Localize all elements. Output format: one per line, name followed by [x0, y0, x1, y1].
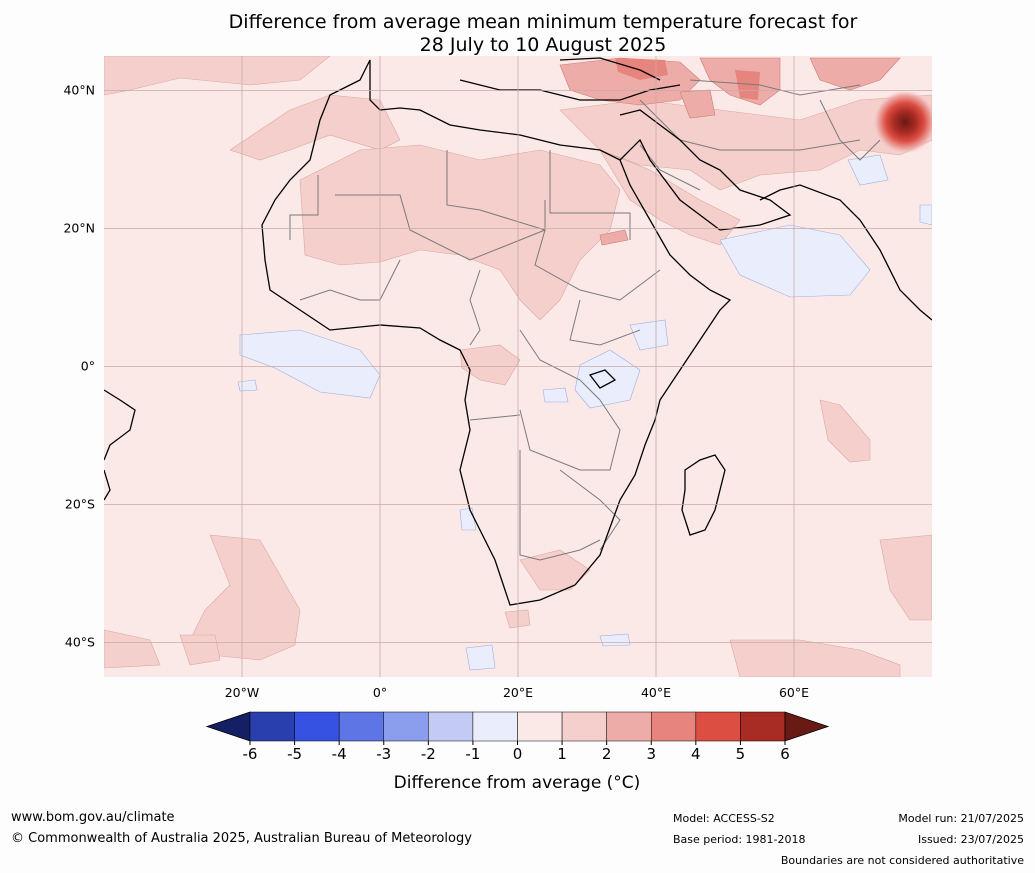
colorbar: -6 -5 -4 -3 -2 -1 0 1 2 3 4 5 6: [205, 711, 830, 763]
colorbar-segment: [383, 711, 429, 742]
colorbar-tick-label: -6: [243, 745, 258, 763]
latitude-labels: 40°N 20°N 0° 20°S 40°S: [63, 83, 95, 650]
latitude-tick-label: 0°: [81, 359, 95, 374]
colorbar-segment: [651, 711, 697, 742]
disclaimer-text: Boundaries are not considered authoritat…: [780, 854, 1024, 867]
colorbar-segment: [695, 711, 741, 742]
colorbar-segment: [428, 711, 474, 742]
issued-text: Issued: 23/07/2025: [917, 833, 1024, 846]
title-line-2: 28 July to 10 August 2025: [419, 34, 667, 56]
colorbar-tick-label: 0: [513, 745, 523, 763]
model-text: Model: ACCESS-S2: [673, 812, 775, 825]
hotspot-anomaly: [873, 90, 932, 154]
anomaly-3-4-regions: [615, 58, 760, 100]
colorbar-segment: [606, 711, 652, 742]
colorbar-tick-label: 4: [691, 745, 701, 763]
colorbar-tick-label: -3: [376, 745, 391, 763]
colorbar-segment: [561, 711, 607, 742]
website-link[interactable]: www.bom.gov.au/climate: [11, 810, 175, 825]
colorbar-tick-label: 3: [646, 745, 656, 763]
longitude-tick-label: 0°: [373, 685, 387, 700]
colorbar-extend-high: [784, 711, 830, 742]
colorbar-segment: [517, 711, 563, 742]
coastlines: [104, 57, 932, 606]
latitude-tick-label: 40°S: [65, 635, 95, 650]
colorbar-segment: [338, 711, 384, 742]
colorbar-tick-label: 2: [602, 745, 612, 763]
colorbar-tick-label: -2: [421, 745, 436, 763]
longitude-labels: 20°W 0° 20°E 40°E 60°E: [225, 685, 809, 700]
longitude-tick-label: 40°E: [641, 685, 671, 700]
longitude-tick-label: 60°E: [779, 685, 809, 700]
longitude-tick-label: 20°W: [225, 685, 260, 700]
colorbar-tick-label: 6: [780, 745, 790, 763]
colorbar-segment: [740, 711, 786, 742]
colorbar-tick-label: 1: [557, 745, 567, 763]
colorbar-tick-label: -4: [332, 745, 347, 763]
colorbar-segment: [249, 711, 295, 742]
colorbar-extend-low: [205, 711, 251, 742]
anomaly-negative-regions: [237, 154, 932, 671]
colorbar-tick-label: 5: [736, 745, 746, 763]
latitude-tick-label: 40°N: [63, 83, 95, 98]
latitude-tick-label: 20°N: [63, 221, 95, 236]
model-run-text: Model run: 21/07/2025: [898, 812, 1024, 825]
colorbar-tick-label: -5: [287, 745, 302, 763]
title-line-1: Difference from average mean minimum tem…: [228, 11, 858, 33]
colorbar-segment: [472, 711, 518, 742]
country-boundaries: [289, 79, 881, 561]
colorbar-segment: [294, 711, 340, 742]
gridlines: [104, 56, 932, 677]
map-area: [104, 56, 932, 677]
longitude-tick-label: 20°E: [503, 685, 533, 700]
colorbar-label: Difference from average (°C): [394, 773, 641, 793]
copyright-text: © Commonwealth of Australia 2025, Austra…: [11, 831, 472, 846]
colorbar-tick-label: -1: [465, 745, 480, 763]
base-period-text: Base period: 1981-2018: [673, 833, 806, 846]
latitude-tick-label: 20°S: [65, 497, 95, 512]
